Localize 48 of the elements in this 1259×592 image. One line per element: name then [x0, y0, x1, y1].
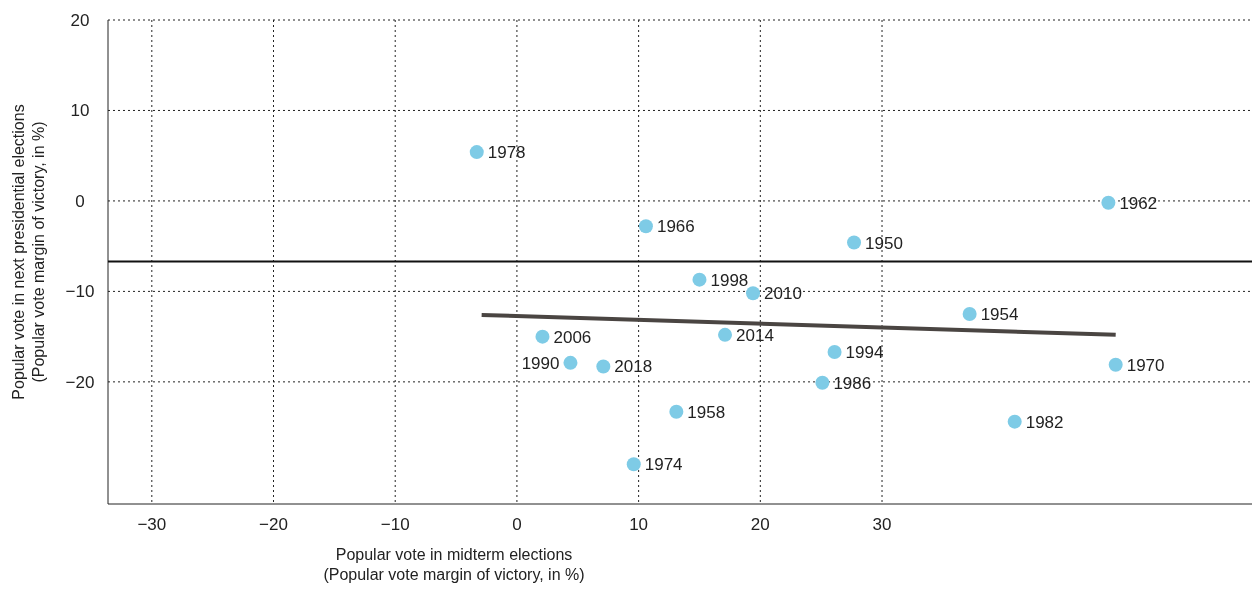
point [815, 375, 830, 390]
x-tick-label: −30 [137, 515, 167, 534]
annotation: 1954 [980, 305, 1019, 325]
annotation: 1986 [833, 373, 872, 393]
annotation: 2014 [736, 325, 774, 345]
point [563, 355, 578, 370]
annotation: 1962 [1119, 193, 1158, 213]
point [746, 286, 761, 301]
point [626, 457, 641, 472]
y-tick-label: 10 [70, 101, 90, 121]
annotation: 2010 [764, 284, 802, 304]
annotation: 1982 [1025, 412, 1064, 432]
point [692, 272, 707, 287]
x-tick-label: −10 [380, 515, 410, 534]
annotation: 1978 [487, 143, 526, 163]
annotation: 2006 [553, 327, 592, 347]
annotation: 1998 [710, 270, 749, 290]
y-axis-title: Popular vote in next presidential elections (Popular vote margin of victory, in %) [10, 104, 47, 400]
annotation: 1974 [644, 455, 683, 475]
x-tick-label: 10 [629, 515, 649, 534]
y-tick-label: 0 [75, 191, 85, 211]
y-tick-label: −10 [65, 282, 95, 302]
point [638, 219, 653, 234]
x-axis-title: Popular vote in midterm elections (Popular vote margin of victory, in %) [323, 546, 585, 583]
annotation: 1950 [865, 233, 903, 253]
annotation: 1958 [687, 402, 726, 422]
point [1007, 414, 1022, 429]
point [535, 329, 550, 344]
x-tick-label: 20 [750, 515, 770, 534]
point [962, 307, 977, 322]
point [1101, 195, 1116, 210]
point [1108, 357, 1123, 372]
annotation: 1966 [656, 217, 695, 237]
point [847, 235, 862, 250]
point [596, 359, 611, 374]
annotation: 2018 [614, 357, 653, 377]
x-tick-label: 30 [872, 515, 892, 534]
y-tick-label: −20 [65, 372, 95, 392]
y-tick-label: 20 [70, 11, 90, 30]
annotation: 1990 [521, 353, 560, 373]
x-tick-label: 0 [512, 515, 522, 534]
point [469, 145, 484, 160]
point [718, 327, 733, 342]
point [827, 345, 842, 360]
point [669, 404, 684, 419]
x-tick-label: −20 [259, 515, 288, 534]
annotation: 1994 [845, 343, 884, 363]
annotation: 1970 [1126, 355, 1165, 375]
